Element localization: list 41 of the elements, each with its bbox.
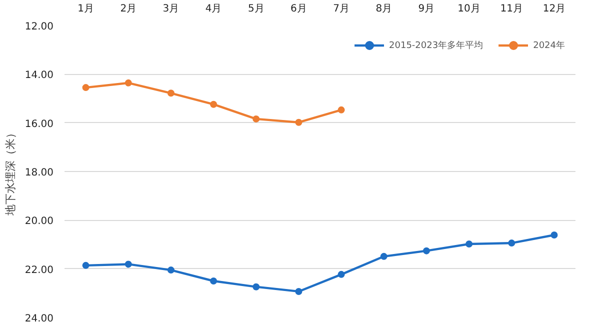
point <box>210 278 218 284</box>
point <box>82 84 90 92</box>
point <box>508 240 516 247</box>
y-tick-label: 20.00 <box>24 216 54 228</box>
point <box>124 260 132 268</box>
x-tick-label: 12月 <box>542 4 566 14</box>
point <box>167 90 174 97</box>
y-tick-label: 16.00 <box>24 118 54 130</box>
x-tick-label: 7月 <box>333 4 350 14</box>
x-tick-label: 10月 <box>458 4 480 14</box>
x-tick-label: 3月 <box>162 4 180 14</box>
x-tick-label: 6月 <box>290 4 307 14</box>
y-tick-label: 18.00 <box>24 168 54 178</box>
x-tick-label: 8月 <box>376 4 392 14</box>
x-tick-label: 9月 <box>418 4 435 14</box>
x-tick-label: 5月 <box>248 4 264 14</box>
point <box>210 100 218 108</box>
point <box>380 252 388 260</box>
point <box>167 266 174 274</box>
point <box>295 118 302 126</box>
x-tick-label: 4月 <box>205 4 222 14</box>
y-axis-title: 地下水埋深（米） <box>4 128 17 216</box>
point <box>466 240 473 248</box>
legend-label: 2024年 <box>533 40 565 52</box>
point <box>82 262 90 269</box>
point <box>422 247 430 254</box>
point <box>295 288 302 295</box>
x-tick-label: 2月 <box>120 4 137 14</box>
point <box>338 106 345 114</box>
x-tick-label: 11月 <box>500 4 523 14</box>
point <box>550 232 558 239</box>
y-tick-label: 12.00 <box>24 22 54 32</box>
y-tick-label: 24.00 <box>24 314 54 324</box>
point <box>252 115 260 122</box>
y-tick-label: 22.00 <box>24 264 54 276</box>
point <box>338 270 345 278</box>
point <box>252 283 260 290</box>
x-tick-label: 1月 <box>78 4 94 14</box>
legend-label: 2015-2023年多年平均 <box>389 40 484 52</box>
y-tick-label: 14.00 <box>24 70 54 82</box>
point <box>124 79 132 86</box>
